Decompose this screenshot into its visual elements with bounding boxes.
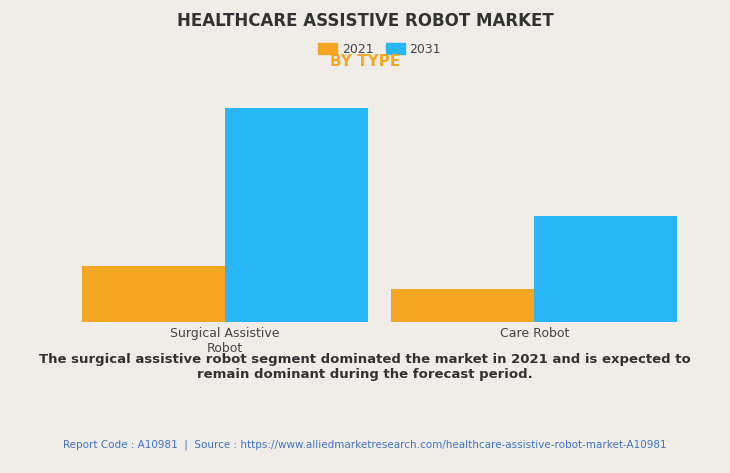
Bar (391, 289, 534, 322)
Text: The surgical assistive robot segment dominated the market in 2021 and is expecte: The surgical assistive robot segment dom… (39, 352, 691, 381)
Text: Report Code : A10981  |  Source : https://www.alliedmarketresearch.com/healthcar: Report Code : A10981 | Source : https://… (64, 439, 666, 450)
Text: HEALTHCARE ASSISTIVE ROBOT MARKET: HEALTHCARE ASSISTIVE ROBOT MARKET (177, 12, 553, 30)
Bar (534, 216, 677, 322)
Bar (82, 266, 225, 322)
Legend: 2021, 2031: 2021, 2031 (313, 38, 446, 61)
Bar (225, 108, 368, 322)
Text: BY TYPE: BY TYPE (330, 54, 400, 69)
